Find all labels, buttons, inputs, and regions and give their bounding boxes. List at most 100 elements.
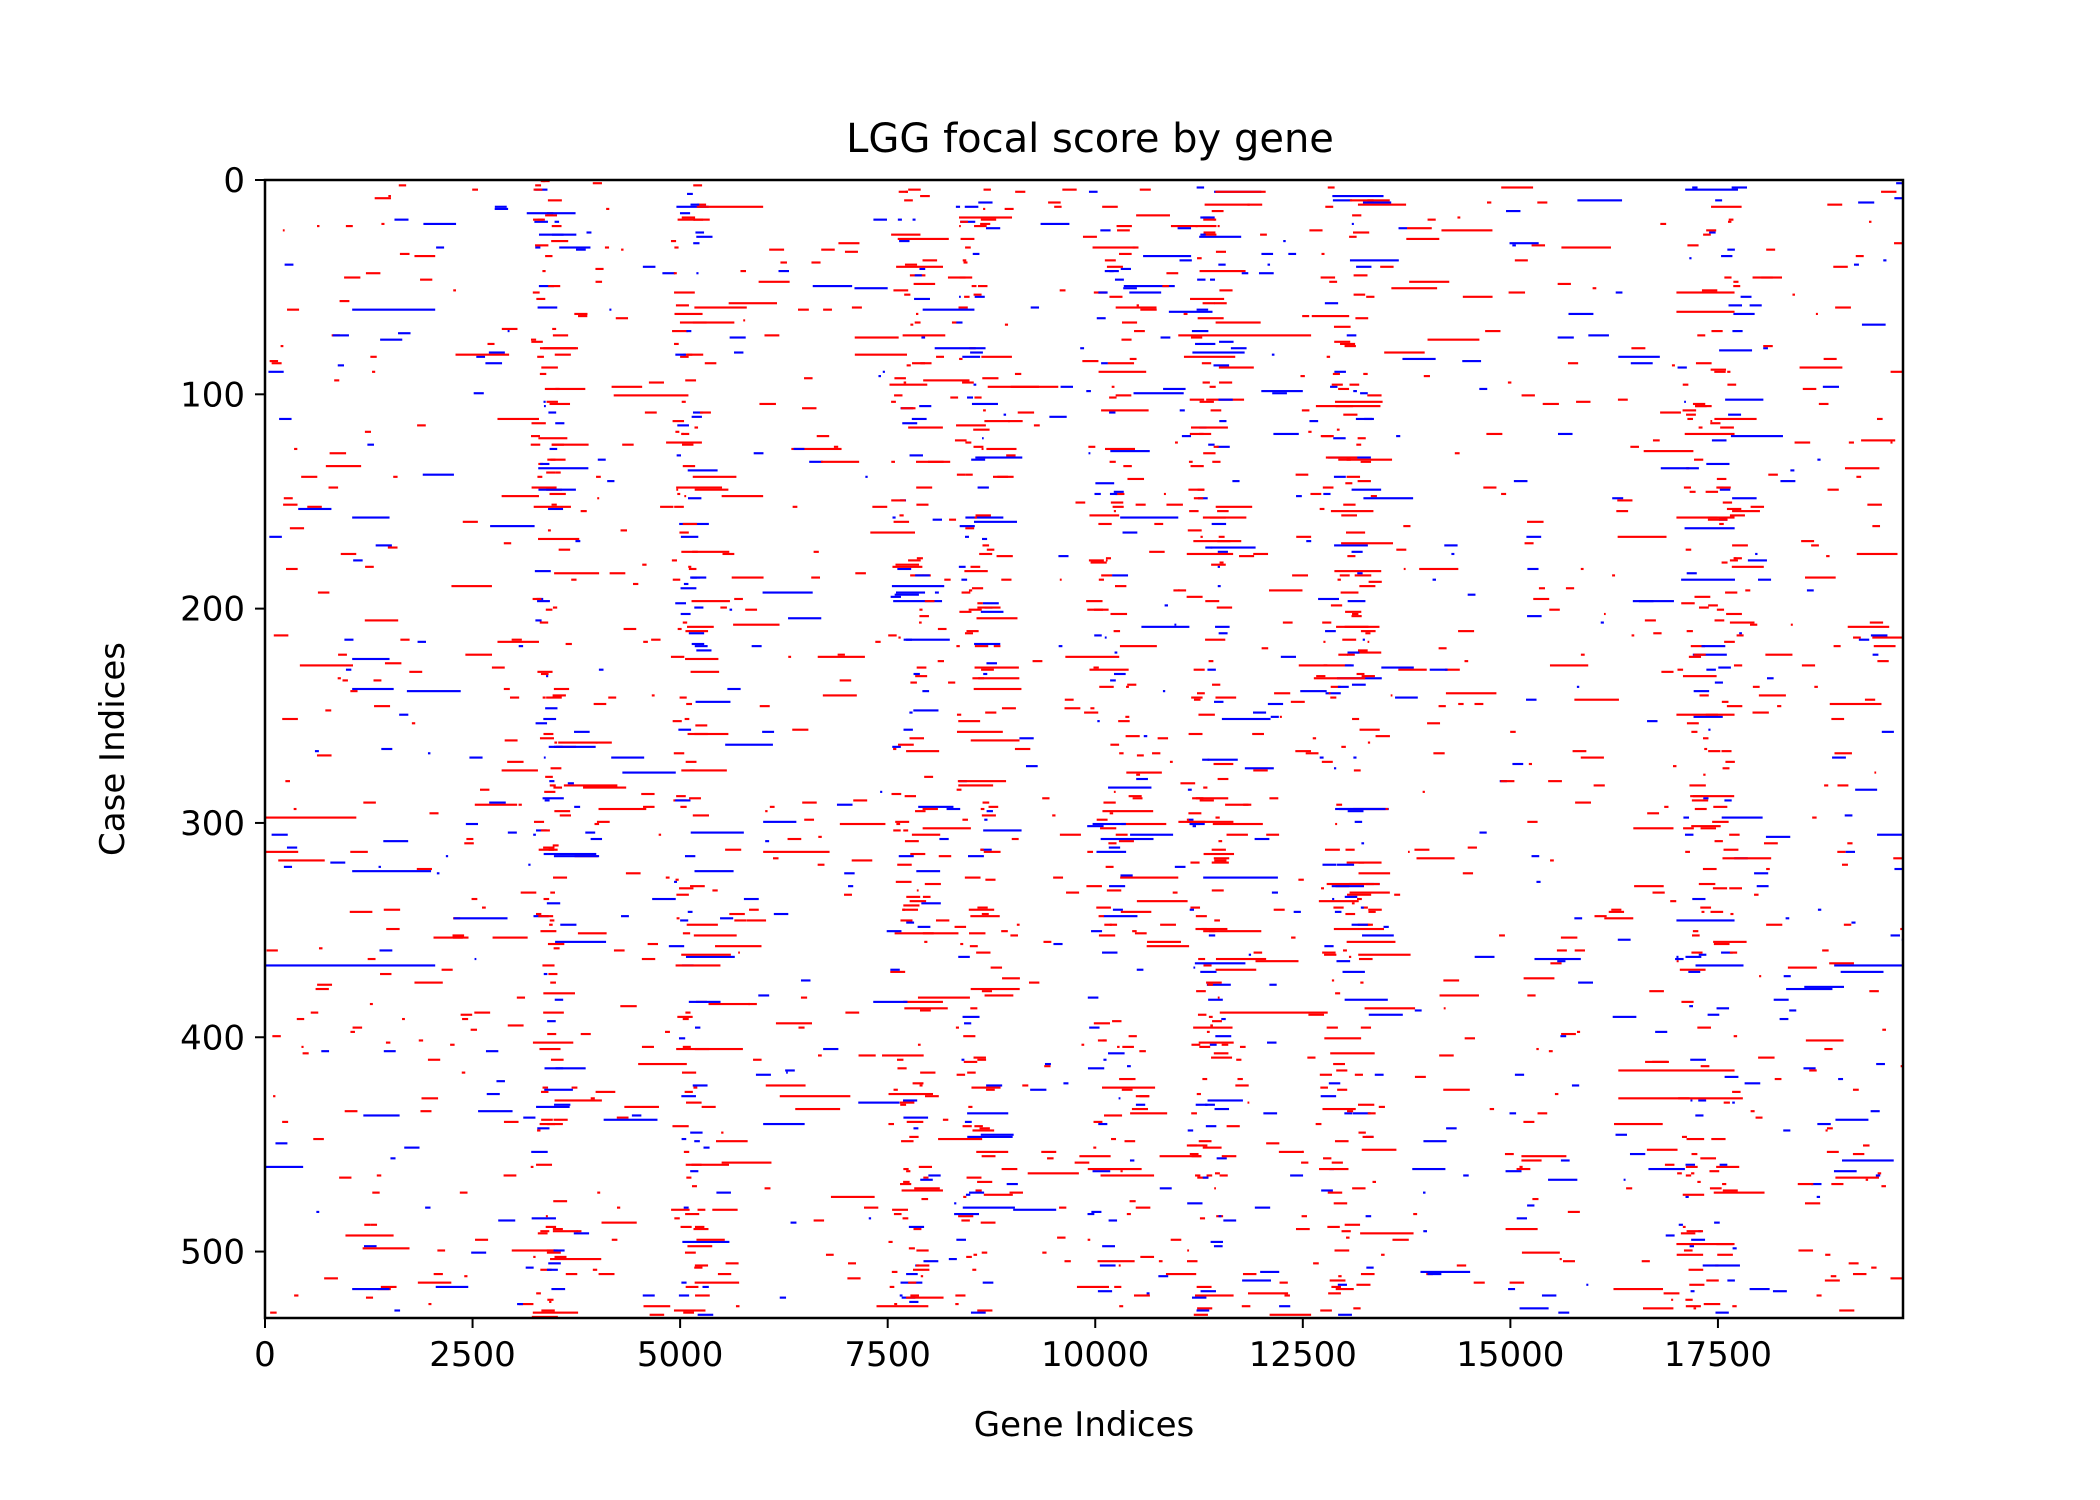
- heatmap-cell: [934, 591, 939, 594]
- heatmap-cell: [1211, 861, 1229, 864]
- heatmap-cell: [1574, 949, 1585, 952]
- heatmap-cell: [1523, 977, 1555, 980]
- heatmap-cell: [916, 889, 919, 892]
- heatmap-cell: [1378, 1105, 1385, 1108]
- heatmap-cell: [1691, 1152, 1698, 1156]
- heatmap-cell: [542, 696, 546, 699]
- heatmap-cell: [1427, 1272, 1442, 1276]
- heatmap-cell: [1338, 653, 1348, 656]
- heatmap-cell: [1825, 1253, 1831, 1256]
- heatmap-cell: [1330, 604, 1343, 607]
- heatmap-cell: [1027, 1172, 1079, 1175]
- heatmap-cell: [1331, 1285, 1341, 1288]
- heatmap-cell: [611, 1238, 618, 1241]
- heatmap-cell: [625, 872, 641, 875]
- heatmap-cell: [1353, 769, 1361, 772]
- heatmap-cell: [1843, 923, 1852, 926]
- heatmap-cell: [1509, 242, 1539, 245]
- heatmap-cell: [1409, 280, 1450, 283]
- heatmap-cell: [1352, 214, 1362, 217]
- heatmap-cell: [464, 842, 474, 845]
- heatmap-cell: [1713, 805, 1728, 808]
- heatmap-cell: [1098, 370, 1147, 373]
- heatmap-cell: [974, 396, 982, 399]
- heatmap-cell: [896, 822, 901, 826]
- heatmap-cell: [538, 537, 580, 541]
- heatmap-cell: [416, 867, 432, 871]
- heatmap-cell: [1322, 863, 1337, 866]
- heatmap-cell: [1709, 1170, 1720, 1173]
- heatmap-cell: [1014, 372, 1022, 376]
- heatmap-cell: [394, 1309, 401, 1312]
- heatmap-cell: [1845, 850, 1856, 853]
- heatmap-cell: [1179, 259, 1192, 262]
- heatmap-cell: [325, 709, 332, 712]
- heatmap-cell: [1463, 1174, 1469, 1177]
- heatmap-cell: [1076, 1285, 1109, 1288]
- heatmap-cell: [541, 1090, 549, 1093]
- heatmap-cell: [955, 1026, 959, 1029]
- heatmap-cell: [1358, 957, 1373, 961]
- heatmap-cell: [1688, 655, 1702, 658]
- heatmap-cell: [459, 1191, 468, 1194]
- heatmap-cell: [1700, 1065, 1710, 1068]
- heatmap-cell: [1053, 942, 1063, 946]
- heatmap-cell: [1041, 1150, 1057, 1153]
- heatmap-cell: [553, 687, 570, 691]
- heatmap-cell: [838, 242, 860, 245]
- heatmap-cell: [695, 724, 708, 727]
- heatmap-cell: [549, 1300, 552, 1303]
- heatmap-cell: [685, 1163, 730, 1166]
- heatmap-cell: [1510, 730, 1516, 733]
- heatmap-cell: [1837, 850, 1846, 853]
- heatmap-cell: [1732, 1090, 1741, 1093]
- heatmap-cell: [762, 591, 813, 594]
- heatmap-cell: [980, 848, 992, 851]
- heatmap-cell: [1187, 788, 1192, 791]
- heatmap-cell: [938, 855, 952, 858]
- heatmap-cell: [1110, 612, 1128, 616]
- heatmap-cell: [1357, 480, 1371, 483]
- heatmap-cell: [1221, 1017, 1226, 1021]
- heatmap-cell: [1109, 923, 1118, 926]
- heatmap-cell: [804, 818, 815, 821]
- heatmap-cell: [964, 632, 973, 635]
- heatmap-cell: [687, 192, 693, 196]
- heatmap-cell: [836, 803, 853, 806]
- heatmap-cell: [552, 327, 557, 331]
- heatmap-cell: [543, 992, 575, 995]
- heatmap-cell: [916, 557, 923, 560]
- heatmap-cell: [1833, 265, 1848, 268]
- heatmap-cell: [1682, 675, 1717, 678]
- heatmap-cell: [531, 486, 557, 489]
- heatmap-cell: [1686, 722, 1699, 725]
- heatmap-cell: [1186, 818, 1189, 821]
- heatmap-cell: [1193, 966, 1196, 969]
- heatmap-cell: [1687, 417, 1694, 421]
- heatmap-cell: [1334, 910, 1342, 913]
- heatmap-cell: [1719, 522, 1724, 526]
- heatmap-cell: [550, 1058, 564, 1061]
- heatmap-cell: [906, 1120, 924, 1123]
- heatmap-cell: [1818, 402, 1829, 406]
- heatmap-cell: [1360, 630, 1376, 633]
- heatmap-cell: [1330, 1052, 1375, 1055]
- heatmap-cell: [344, 276, 361, 279]
- heatmap-cell: [1215, 190, 1266, 193]
- heatmap-cell: [1519, 1165, 1523, 1168]
- heatmap-cell: [538, 848, 555, 851]
- heatmap-cell: [911, 417, 927, 421]
- heatmap-cell: [675, 799, 691, 802]
- heatmap-cell: [574, 805, 581, 808]
- heatmap-cell: [1853, 263, 1859, 266]
- heatmap-cell: [1196, 308, 1209, 311]
- heatmap-cell: [1219, 420, 1227, 423]
- heatmap-cell: [965, 516, 1004, 519]
- heatmap-cell: [1203, 231, 1216, 234]
- heatmap-cell: [1766, 677, 1774, 680]
- heatmap-cell: [1876, 417, 1883, 421]
- heatmap-cell: [975, 514, 991, 517]
- heatmap-cell: [417, 424, 426, 427]
- heatmap-cell: [337, 364, 344, 367]
- heatmap-cell: [890, 595, 901, 598]
